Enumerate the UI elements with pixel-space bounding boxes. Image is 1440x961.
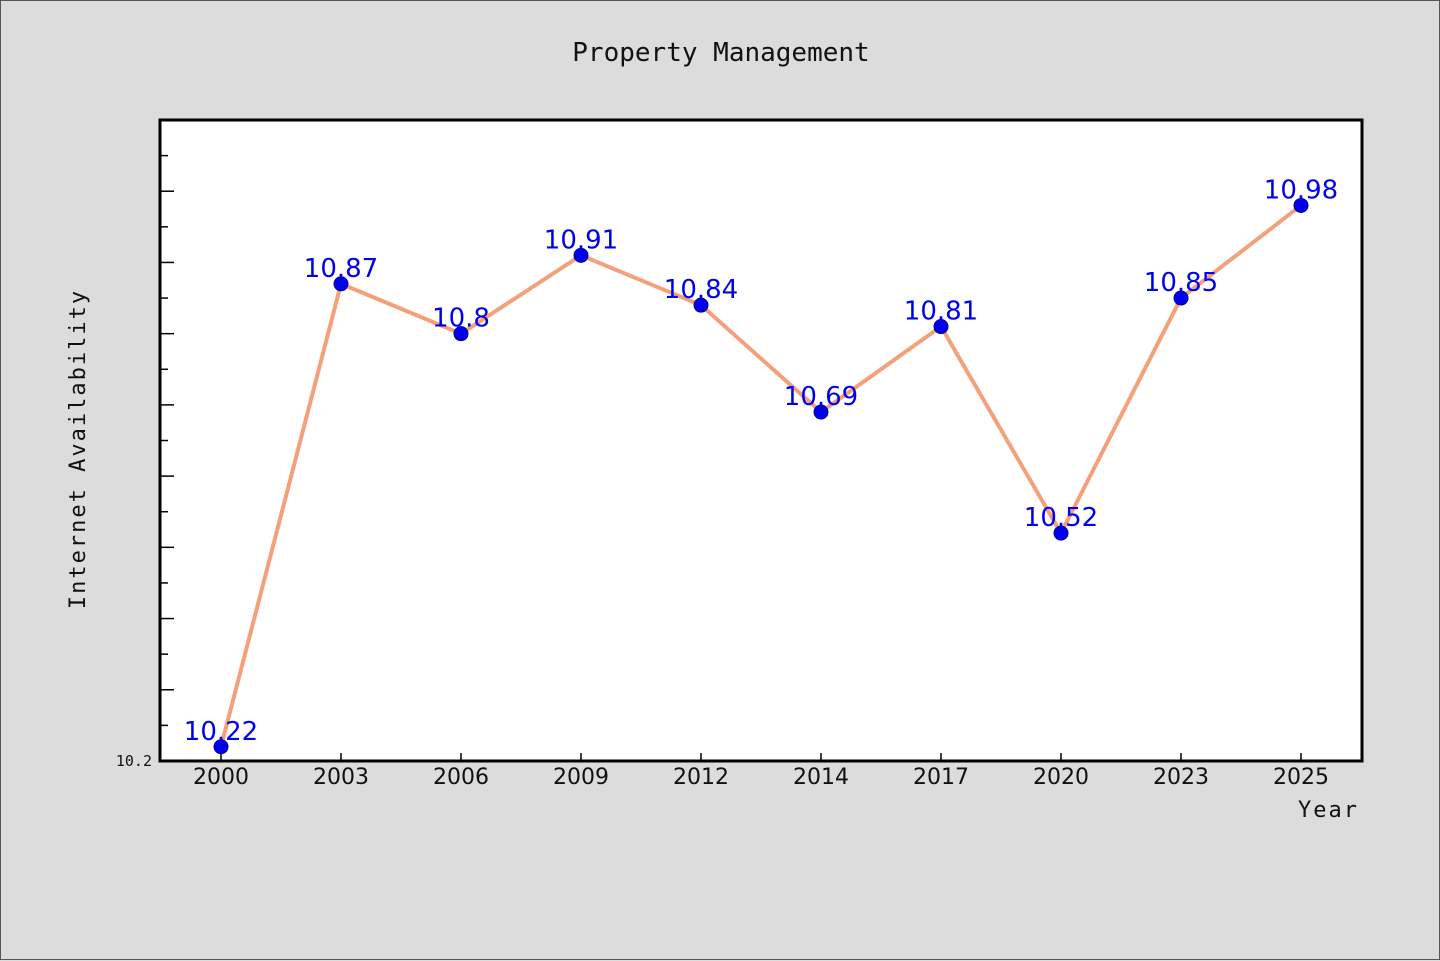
data-point — [333, 276, 349, 292]
data-point — [693, 297, 709, 313]
x-axis-tick-label: 2012 — [673, 765, 729, 790]
x-axis-tick-label: 2014 — [793, 765, 849, 790]
data-label: 10.69 — [784, 382, 858, 412]
data-point — [1293, 197, 1309, 213]
data-point — [573, 247, 589, 263]
data-point — [1053, 525, 1069, 541]
data-label: 10.22 — [184, 717, 258, 747]
y-axis-tick-label: 10.2 — [116, 752, 152, 770]
data-point — [453, 326, 469, 342]
data-label: 10.91 — [544, 225, 618, 255]
data-label: 10.81 — [904, 297, 978, 327]
data-point — [933, 319, 949, 335]
data-label: 10.85 — [1144, 268, 1218, 298]
y-axis-ticks — [160, 119, 174, 762]
x-axis-tick-labels: 2000 2003 2006 2009 2012 2014 2017 2020 2023 2025 — [193, 765, 1329, 790]
x-axis-ticks — [220, 753, 1302, 761]
x-axis-tick-label: 2006 — [433, 765, 489, 790]
data-point — [813, 404, 829, 420]
y-axis-tick-labels: 10.2 — [116, 752, 152, 770]
x-axis-tick-label: 2009 — [553, 765, 609, 790]
data-label: 10.52 — [1024, 503, 1098, 533]
data-point — [1173, 290, 1189, 306]
data-labels: 10.22 10.87 10.8 10.91 10.84 10.69 10.81 10.52 1… — [184, 175, 1338, 746]
series-markers — [213, 197, 1309, 755]
plot-area — [158, 118, 1364, 763]
x-axis-label: Year — [1298, 798, 1359, 823]
data-label: 10.98 — [1264, 175, 1338, 205]
data-label: 10.84 — [664, 275, 738, 305]
series-line — [219, 203, 1303, 748]
x-axis-tick-label: 2003 — [313, 765, 369, 790]
chart-title: Property Management — [572, 38, 869, 68]
x-axis-tick-label: 2020 — [1033, 765, 1089, 790]
x-axis-tick-label: 2000 — [193, 765, 249, 790]
data-label: 10.8 — [432, 304, 490, 334]
x-axis-tick-label: 2017 — [913, 765, 969, 790]
x-axis-tick-label: 2023 — [1153, 765, 1209, 790]
x-axis-tick-label: 2025 — [1273, 765, 1329, 790]
y-axis-label: Internet Availability — [66, 289, 91, 609]
data-point — [213, 739, 229, 755]
data-label: 10.87 — [304, 254, 378, 284]
